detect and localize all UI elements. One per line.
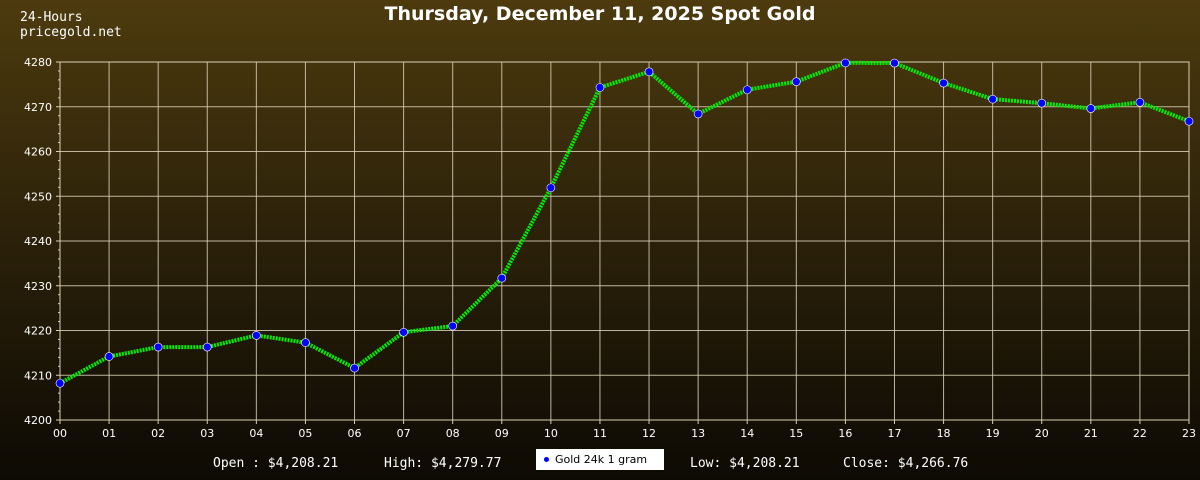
x-tick-label: 18 <box>937 427 951 440</box>
plot-frame <box>59 61 1190 421</box>
data-point <box>448 321 457 331</box>
x-tick-label: 12 <box>642 427 656 440</box>
data-point <box>301 338 310 347</box>
chart-title: Thursday, December 11, 2025 Spot Gold <box>384 3 816 25</box>
x-tick-label: 01 <box>102 427 116 440</box>
x-tick-label: 10 <box>544 427 558 440</box>
y-tick-label: 4270 <box>24 101 52 114</box>
data-point <box>399 327 408 337</box>
y-tick-label: 4250 <box>24 190 52 203</box>
x-tick-label: 15 <box>789 427 803 440</box>
x-tick-label: 13 <box>691 427 705 440</box>
x-tick-label: 06 <box>348 427 362 440</box>
data-point <box>153 342 163 352</box>
data-point <box>644 67 654 77</box>
y-tick-label: 4240 <box>24 235 52 248</box>
x-tick-label: 02 <box>151 427 165 440</box>
y-tick-label: 4200 <box>24 414 52 427</box>
stat-high: High: $4,279.77 <box>384 456 502 471</box>
x-tick-label: 09 <box>495 427 509 440</box>
x-tick-label: 11 <box>593 427 607 440</box>
data-point <box>1086 104 1096 113</box>
x-tick-label: 21 <box>1084 427 1098 440</box>
x-tick-label: 22 <box>1133 427 1147 440</box>
brand-site: pricegold.net <box>20 25 122 40</box>
data-point <box>890 58 899 68</box>
x-tick-label: 16 <box>838 427 852 440</box>
y-tick-label: 4260 <box>24 146 52 159</box>
data-point <box>1184 116 1194 126</box>
data-point <box>742 85 752 95</box>
legend-label: Gold 24k 1 gram <box>555 453 648 466</box>
y-tick-label: 4210 <box>24 369 52 382</box>
data-point <box>1135 97 1145 107</box>
x-tick-label: 04 <box>249 427 263 440</box>
data-point <box>497 273 507 283</box>
data-point <box>55 378 65 388</box>
data-point <box>939 78 948 88</box>
data-point <box>104 352 114 361</box>
stat-open: Open : $4,208.21 <box>213 456 339 471</box>
data-point <box>546 183 556 193</box>
series-line <box>59 60 1190 386</box>
brand: 24-Hours pricegold.net <box>20 10 122 40</box>
x-tick-label: 14 <box>740 427 754 440</box>
stat-close: Close: $4,266.76 <box>843 456 969 471</box>
data-point <box>202 342 212 352</box>
data-point <box>792 77 801 86</box>
x-tick-label: 05 <box>298 427 312 440</box>
data-point <box>693 109 703 119</box>
stat-low: Low: $4,208.21 <box>690 456 800 471</box>
data-point <box>252 331 261 340</box>
y-tick-label: 4220 <box>24 325 52 338</box>
data-point <box>841 58 850 68</box>
y-tick-label: 4230 <box>24 280 52 293</box>
data-point <box>988 94 997 104</box>
x-tick-label: 00 <box>53 427 67 440</box>
data-point <box>350 363 359 373</box>
x-tick-label: 17 <box>887 427 901 440</box>
x-tick-label: 19 <box>986 427 1000 440</box>
brand-period: 24-Hours <box>20 10 83 25</box>
x-tick-label: 03 <box>200 427 214 440</box>
x-tick-label: 07 <box>397 427 411 440</box>
x-tick-label: 23 <box>1182 427 1196 440</box>
legend-marker-icon <box>544 457 549 462</box>
x-tick-label: 20 <box>1035 427 1049 440</box>
y-tick-label: 4280 <box>24 56 52 69</box>
data-point <box>595 83 605 92</box>
x-tick-label: 08 <box>446 427 460 440</box>
data-point <box>1037 98 1047 108</box>
legend: Gold 24k 1 gram <box>536 449 664 470</box>
